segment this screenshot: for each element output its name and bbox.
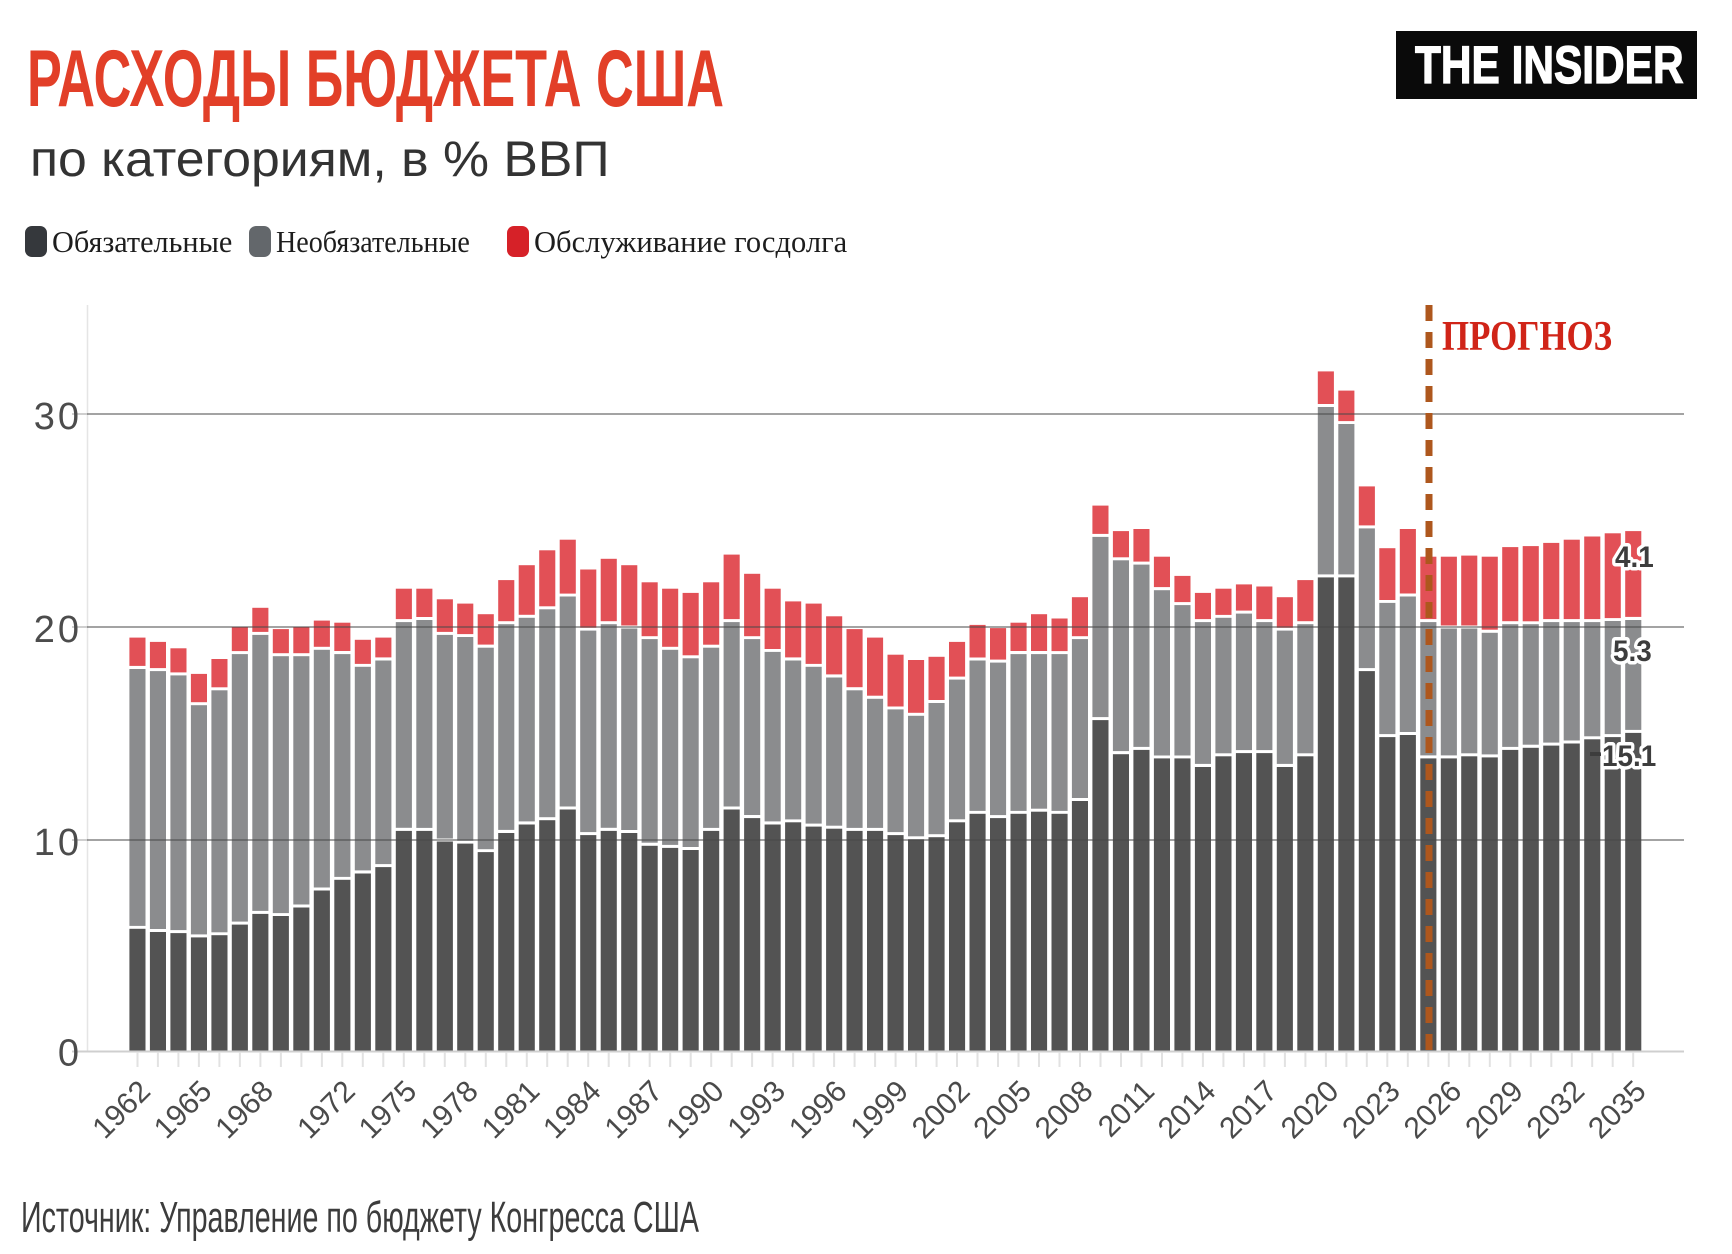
svg-text:2011: 2011 — [1092, 1075, 1161, 1144]
svg-text:2026: 2026 — [1398, 1075, 1469, 1146]
svg-text:1993: 1993 — [722, 1075, 793, 1146]
svg-text:2029: 2029 — [1459, 1075, 1530, 1146]
svg-text:1999: 1999 — [845, 1075, 916, 1146]
svg-text:10: 10 — [34, 822, 82, 864]
svg-text:1984: 1984 — [537, 1075, 608, 1146]
svg-text:2017: 2017 — [1213, 1075, 1284, 1146]
svg-text:1962: 1962 — [86, 1075, 157, 1146]
svg-text:2023: 2023 — [1336, 1075, 1407, 1146]
svg-text:1975: 1975 — [353, 1075, 424, 1146]
svg-text:2032: 2032 — [1521, 1075, 1592, 1146]
svg-text:0: 0 — [58, 1033, 82, 1075]
svg-text:20: 20 — [34, 609, 82, 651]
svg-text:1987: 1987 — [599, 1075, 670, 1146]
svg-text:1990: 1990 — [660, 1075, 731, 1146]
svg-text:2002: 2002 — [906, 1075, 977, 1146]
svg-text:1981: 1981 — [476, 1075, 547, 1146]
svg-text:15.1: 15.1 — [1602, 740, 1656, 773]
svg-text:1965: 1965 — [148, 1075, 219, 1146]
svg-text:30: 30 — [34, 396, 82, 438]
svg-text:1996: 1996 — [783, 1075, 854, 1146]
svg-text:1968: 1968 — [209, 1075, 280, 1146]
svg-text:ПРОГНОЗ: ПРОГНОЗ — [1442, 314, 1612, 360]
svg-text:1972: 1972 — [291, 1075, 362, 1146]
svg-text:5.3: 5.3 — [1613, 635, 1652, 668]
svg-text:2014: 2014 — [1152, 1075, 1223, 1146]
svg-text:2020: 2020 — [1275, 1075, 1346, 1146]
svg-text:4.1: 4.1 — [1615, 541, 1654, 574]
svg-text:1978: 1978 — [414, 1075, 485, 1146]
svg-text:2008: 2008 — [1029, 1075, 1100, 1146]
svg-text:2035: 2035 — [1582, 1075, 1653, 1146]
svg-text:2005: 2005 — [967, 1075, 1038, 1146]
